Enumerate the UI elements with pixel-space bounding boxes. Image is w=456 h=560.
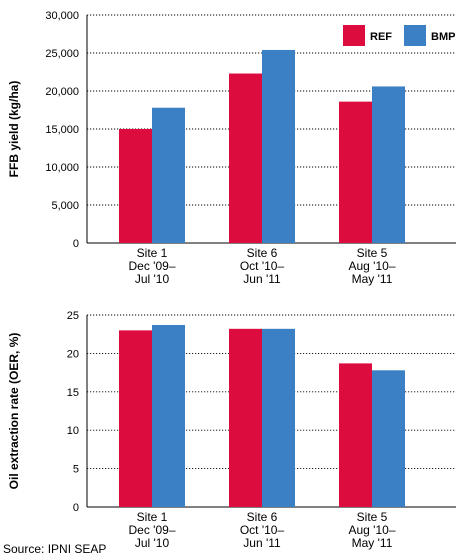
category-label: May '11 (352, 536, 393, 550)
y-tick-label: 15,000 (45, 124, 79, 136)
bar-series-1 (229, 328, 262, 507)
y-tick-label: 30,000 (45, 10, 79, 22)
bar-series-1 (339, 363, 372, 507)
y-tick-label: 5,000 (51, 200, 79, 212)
legend-label: BMP (431, 31, 455, 43)
category-label: Dec '09– (129, 523, 176, 537)
y-tick-label: 0 (73, 502, 79, 514)
y-tick-label: 0 (73, 238, 79, 250)
category-label: Site 5 (357, 246, 388, 260)
bar-bmp (152, 107, 185, 243)
bar-series-1 (119, 330, 152, 507)
category-label: May '11 (352, 272, 393, 286)
y-axis-title: Oil extraction rate (OER, %) (7, 333, 21, 490)
category-label: Aug '10– (349, 523, 396, 537)
bar-series-2 (152, 324, 185, 507)
y-tick-label: 15 (67, 387, 79, 399)
category-label: Jul '10 (135, 272, 170, 286)
y-tick-label: 5 (73, 464, 79, 476)
y-tick-label: 20,000 (45, 86, 79, 98)
bar-series-2 (262, 328, 295, 507)
legend-swatch (404, 25, 426, 46)
y-tick-label: 20 (67, 348, 79, 360)
bar-ref (339, 101, 372, 243)
y-tick-label: 10 (67, 425, 79, 437)
source-note: Source: IPNI SEAP (3, 542, 107, 556)
bar-ref (119, 129, 152, 243)
category-label: Site 1 (137, 510, 168, 524)
legend: REF BMP (343, 25, 455, 46)
category-label: Site 1 (137, 246, 168, 260)
category-label: Dec '09– (129, 259, 176, 273)
bar-bmp (372, 86, 405, 243)
y-tick-label: 10,000 (45, 162, 79, 174)
category-label: Site 6 (247, 246, 278, 260)
bar-ref (229, 73, 262, 244)
chart-panel-1: 0 5,000 10,000 15,000 20,000 25,000 30,000 Site… (7, 10, 456, 286)
legend-label: REF (370, 31, 392, 43)
bar-series-2 (372, 370, 405, 507)
y-tick-label: 25 (67, 310, 79, 322)
y-tick-label: 25,000 (45, 48, 79, 60)
category-label: Site 5 (357, 510, 388, 524)
category-label: Site 6 (247, 510, 278, 524)
category-label: Jun '11 (243, 272, 281, 286)
category-label: Aug '10– (349, 259, 396, 273)
category-label: Jul '10 (135, 536, 170, 550)
category-label: Oct '10– (240, 523, 285, 537)
legend-swatch (343, 25, 365, 46)
y-axis-title: FFB yield (kg/ha) (7, 81, 21, 178)
category-label: Oct '10– (240, 259, 285, 273)
category-label: Jun '11 (243, 536, 281, 550)
bar-bmp (262, 49, 295, 244)
